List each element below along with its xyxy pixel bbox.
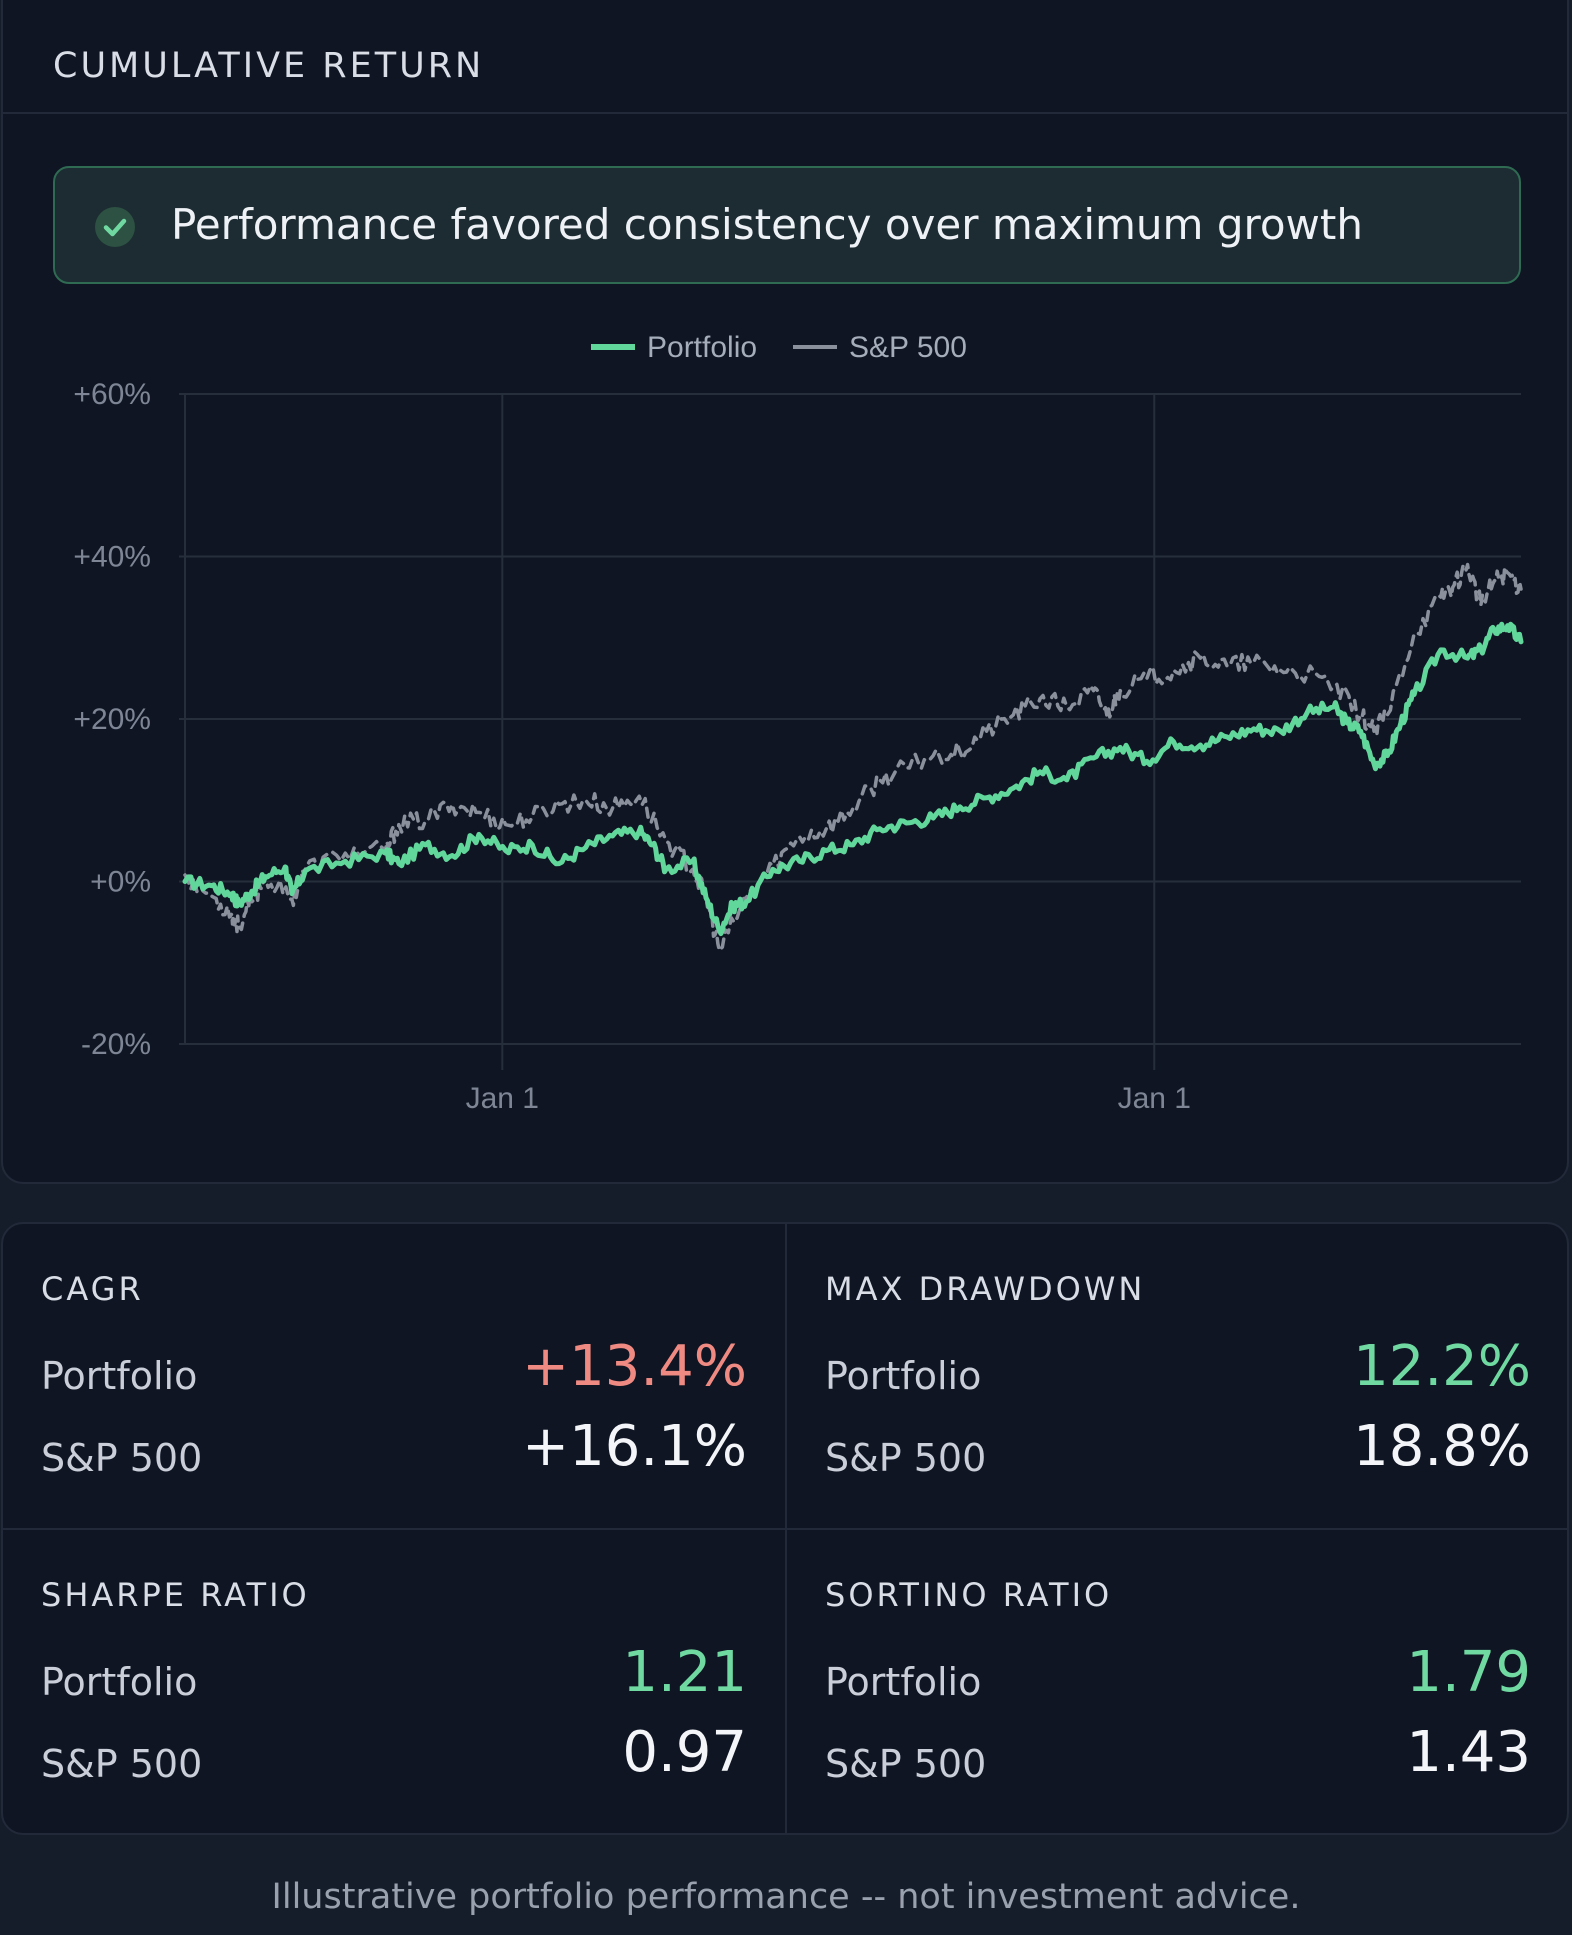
benchmark-label: S&P 500 [41,1436,203,1480]
stat-max-drawdown: MAX DRAWDOWN Portfolio 12.2% S&P 500 18.… [787,1224,1567,1529]
grid-divider-horizontal [3,1528,1567,1530]
stat-sortino-ratio: SORTINO RATIO Portfolio 1.79 S&P 500 1.4… [787,1530,1567,1833]
page-title: CUMULATIVE RETURN [53,46,485,86]
portfolio-label: Portfolio [41,1660,198,1704]
benchmark-value: 18.8% [1353,1414,1531,1479]
legend-label-portfolio[interactable]: Portfolio [647,331,757,364]
legend-label-sp500[interactable]: S&P 500 [849,331,967,364]
insight-banner: Performance favored consistency over max… [53,166,1521,284]
y-tick-label: -20% [81,1028,151,1061]
insight-text: Performance favored consistency over max… [171,200,1363,249]
chart-card: CUMULATIVE RETURN Performance favored co… [1,0,1569,1184]
stat-sharpe-ratio: SHARPE RATIO Portfolio 1.21 S&P 500 0.97 [3,1530,785,1833]
benchmark-label: S&P 500 [41,1742,203,1786]
benchmark-value: 1.43 [1406,1720,1531,1785]
y-tick-label: +0% [90,866,151,899]
portfolio-value: 1.79 [1406,1640,1531,1705]
portfolio-value: 12.2% [1353,1334,1531,1399]
cumulative-return-chart: +60% +40% +20% +0% -20% Jan 1 Jan 1 Portfolio S… [73,331,1524,1115]
y-tick-label: +20% [73,703,151,736]
y-tick-label: +40% [73,541,151,574]
stat-title: SHARPE RATIO [41,1576,310,1614]
disclaimer-footer: Illustrative portfolio performance -- no… [271,1877,1301,1917]
benchmark-label: S&P 500 [825,1436,987,1480]
portfolio-value: +13.4% [522,1334,747,1399]
series-sp500-line [183,562,1523,953]
check-circle-icon [95,207,135,247]
y-tick-label: +60% [73,378,151,411]
stat-title: CAGR [41,1270,144,1308]
stat-cagr: CAGR Portfolio +13.4% S&P 500 +16.1% [3,1224,785,1529]
stat-title: SORTINO RATIO [825,1576,1113,1614]
x-tick-label: Jan 1 [466,1082,539,1115]
x-tick-label: Jan 1 [1118,1082,1191,1115]
portfolio-label: Portfolio [825,1354,982,1398]
stat-title: MAX DRAWDOWN [825,1270,1146,1308]
benchmark-label: S&P 500 [825,1742,987,1786]
card-header: CUMULATIVE RETURN [3,2,1567,114]
portfolio-value: 1.21 [622,1640,747,1705]
series-portfolio-line [182,621,1524,937]
portfolio-label: Portfolio [825,1660,982,1704]
stats-card: CAGR Portfolio +13.4% S&P 500 +16.1% MAX… [1,1222,1569,1835]
benchmark-value: +16.1% [522,1414,747,1479]
portfolio-label: Portfolio [41,1354,198,1398]
benchmark-value: 0.97 [622,1720,747,1785]
